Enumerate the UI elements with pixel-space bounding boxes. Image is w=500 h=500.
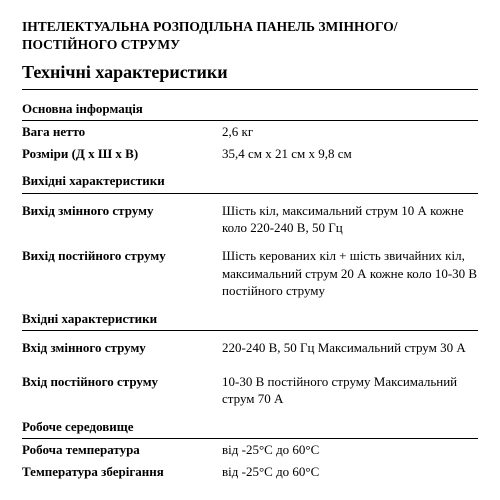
value-operating-temp: від -25°C до 60°C [222, 441, 478, 459]
value-dimensions: 35,4 см x 21 см x 9,8 см [222, 145, 478, 163]
section-basic: Основна інформація Вага нетто 2,6 кг Роз… [22, 98, 478, 165]
label-dc-input: Вхід постійного струму [22, 373, 222, 408]
value-ac-input: 220-240 В, 50 Гц Максимальний струм 30 А [222, 339, 478, 357]
doc-title: ІНТЕЛЕКТУАЛЬНА РОЗПОДІЛЬНА ПАНЕЛЬ ЗМІННО… [22, 18, 478, 54]
value-storage-temp: від -25°C до 60°C [222, 463, 478, 481]
row-weight: Вага нетто 2,6 кг [22, 121, 478, 143]
row-dimensions: Розміри (Д x Ш x В) 35,4 см x 21 см x 9,… [22, 143, 478, 165]
section-environment: Робоче середовище Робоча температура від… [22, 416, 478, 483]
label-ac-output: Вихід змінного струму [22, 202, 222, 237]
row-ac-output: Вихід змінного струму Шість кіл, максима… [22, 200, 478, 239]
label-dc-output: Вихід постійного струму [22, 247, 222, 300]
section-header-environment: Робоче середовище [22, 416, 478, 440]
label-ac-input: Вхід змінного струму [22, 339, 222, 357]
value-dc-input: 10-30 В постійного струму Максимальний с… [222, 373, 478, 408]
row-operating-temp: Робоча температура від -25°C до 60°C [22, 439, 478, 461]
section-output: Вихідні характеристики Вихід змінного ст… [22, 170, 478, 301]
label-operating-temp: Робоча температура [22, 441, 222, 459]
section-header-output: Вихідні характеристики [22, 170, 478, 194]
doc-subtitle: Технічні характеристики [22, 60, 478, 89]
section-header-input: Вхідні характеристики [22, 308, 478, 332]
value-ac-output: Шість кіл, максимальний струм 10 А кожне… [222, 202, 478, 237]
section-header-basic: Основна інформація [22, 98, 478, 122]
value-weight: 2,6 кг [222, 123, 478, 141]
row-dc-output: Вихід постійного струму Шість керованих … [22, 245, 478, 302]
label-storage-temp: Температура зберігання [22, 463, 222, 481]
value-dc-output: Шість керованих кіл + шість звичайних кі… [222, 247, 478, 300]
section-input: Вхідні характеристики Вхід змінного стру… [22, 308, 478, 410]
label-dimensions: Розміри (Д x Ш x В) [22, 145, 222, 163]
row-ac-input: Вхід змінного струму 220-240 В, 50 Гц Ма… [22, 337, 478, 359]
row-storage-temp: Температура зберігання від -25°C до 60°C [22, 461, 478, 483]
row-dc-input: Вхід постійного струму 10-30 В постійног… [22, 371, 478, 410]
label-weight: Вага нетто [22, 123, 222, 141]
